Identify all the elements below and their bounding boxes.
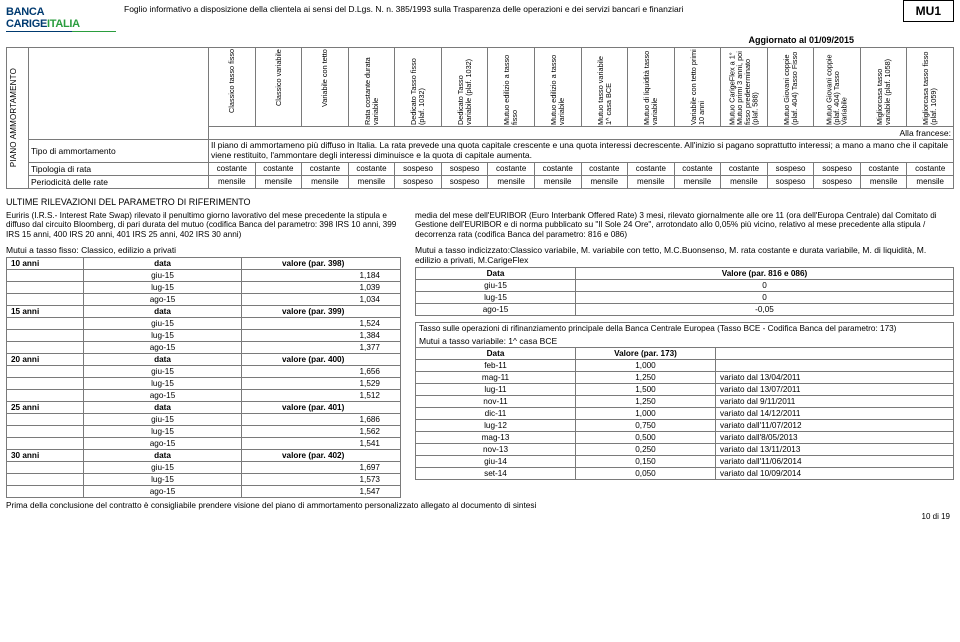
left-para: Euriris (I.R.S.- Interest Rate Swap) ril… <box>6 211 401 241</box>
bce-intro: Tasso sulle operazioni di rifinanziament… <box>415 322 954 335</box>
page-number: 10 di 19 <box>6 512 954 521</box>
tipo-label: Tipo di ammortamento <box>29 140 209 163</box>
bank-logo: BANCA CARIGEITALIA <box>6 4 116 32</box>
right-subhead: Mutui a tasso indicizzato:Classico varia… <box>415 245 954 265</box>
euribor-table: DataValore (par. 816 e 086)giu-150lug-15… <box>415 267 954 316</box>
footer-note: Prima della conclusione del contratto è … <box>6 500 954 510</box>
section-title: ULTIME RILEVAZIONI DEL PARAMETRO DI RIFE… <box>6 197 954 207</box>
updated-date: Aggiornato al 01/09/2015 <box>6 35 954 45</box>
tipo-desc: Il piano di ammortameno più diffuso in I… <box>209 140 954 163</box>
period-label: Periodicità delle rate <box>29 175 209 188</box>
side-label: PIANO AMMORTAMENTO <box>9 68 18 167</box>
bce-table: DataValore (par. 173)feb-111,000mag-111,… <box>415 347 954 480</box>
bce-subhead: Mutui a tasso variabile: 1^ casa BCE <box>415 335 954 347</box>
francese-label: Alla francese: <box>209 127 954 140</box>
tipologia-label: Tipologia di rata <box>29 162 209 175</box>
amortization-table: PIANO AMMORTAMENTO Classico tasso fissoC… <box>6 47 954 189</box>
left-subhead: Mutui a tasso fisso: Classico, edilizio … <box>6 245 401 255</box>
irs-table: 10 annidatavalore (par. 398)giu-151,184l… <box>6 257 401 498</box>
doc-code: MU1 <box>903 0 954 22</box>
law-reference: Foglio informativo a disposizione della … <box>124 4 895 14</box>
right-para: media del mese dell'EURIBOR (Euro Interb… <box>415 211 954 241</box>
